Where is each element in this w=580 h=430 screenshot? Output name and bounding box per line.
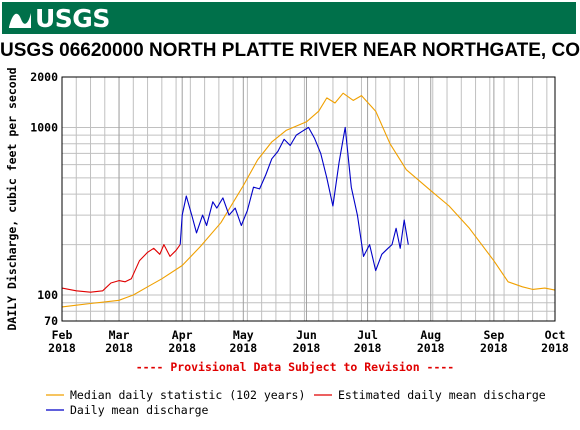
x-tick-label-month: Feb [52, 328, 73, 342]
usgs-wave-icon [9, 13, 31, 28]
median-series-line [61, 92, 556, 308]
legend: Median daily statistic (102 years) Estim… [46, 388, 546, 417]
x-tick-label-year: 2018 [541, 341, 569, 355]
usgs-logo-text: USGS [35, 3, 110, 33]
legend-label-estimated: Estimated daily mean discharge [338, 388, 546, 402]
x-tick-label-year: 2018 [229, 341, 257, 355]
daily-series-line [179, 126, 409, 272]
x-tick-label-month: Aug [420, 328, 441, 342]
x-tick-label-year: 2018 [417, 341, 445, 355]
x-tick-label-month: Sep [483, 328, 504, 342]
y-tick-label: 100 [37, 288, 58, 302]
x-tick-label-month: Mar [109, 328, 130, 342]
legend-label-daily: Daily mean discharge [70, 403, 209, 417]
y-axis-label: DAILY Discharge, cubic feet per second [5, 67, 19, 330]
y-tick-label: 2000 [30, 70, 58, 84]
y-tick-label: 70 [44, 314, 58, 328]
plot-frame [61, 76, 556, 322]
data-series [61, 92, 556, 308]
x-tick-label-month: Jul [357, 328, 378, 342]
x-tick-label-month: Jun [296, 328, 317, 342]
estimated-series-line [61, 244, 181, 293]
x-tick-label-year: 2018 [105, 341, 133, 355]
plot-area [61, 76, 556, 322]
chart-title: USGS 06620000 NORTH PLATTE RIVER NEAR NO… [0, 40, 580, 61]
banner-bar [2, 2, 576, 34]
x-tick-label-year: 2018 [293, 341, 321, 355]
x-tick-label-year: 2018 [48, 341, 76, 355]
x-tick-label-year: 2018 [480, 341, 508, 355]
provisional-note: ---- Provisional Data Subject to Revisio… [136, 360, 455, 374]
x-tick-label-month: May [233, 328, 254, 342]
x-tick-labels: Feb2018Mar2018Apr2018May2018Jun2018Jul20… [48, 328, 569, 355]
x-tick-label-month: Apr [172, 328, 193, 342]
x-tick-label-year: 2018 [354, 341, 382, 355]
usgs-banner: USGS [0, 0, 580, 35]
x-tick-label-year: 2018 [168, 341, 196, 355]
legend-label-median: Median daily statistic (102 years) [70, 388, 305, 402]
y-tick-label: 1000 [30, 120, 58, 134]
usgs-logo[interactable]: USGS [8, 3, 110, 33]
y-tick-labels: 70 100 1000 2000 [30, 70, 58, 328]
x-tick-label-month: Oct [545, 328, 566, 342]
